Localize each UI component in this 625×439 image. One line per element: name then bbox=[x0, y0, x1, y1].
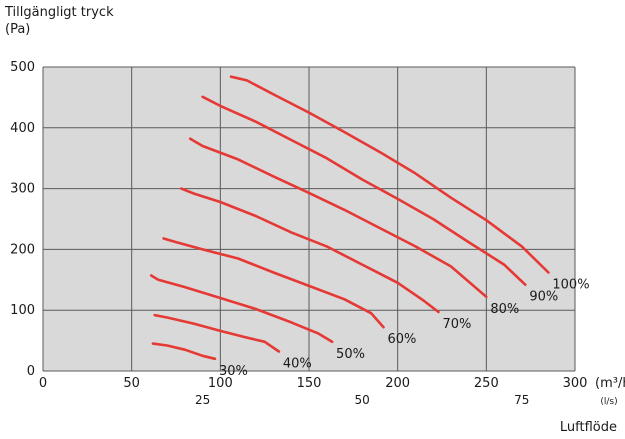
x-tick-label: 50 bbox=[123, 376, 140, 391]
y-tick-label: 0 bbox=[27, 364, 35, 379]
x-tick-label: 200 bbox=[385, 376, 410, 391]
series-label: 30% bbox=[219, 364, 248, 379]
series-line bbox=[229, 75, 550, 274]
series-line bbox=[153, 313, 281, 353]
series-label: 90% bbox=[529, 290, 558, 305]
series-label: 40% bbox=[283, 357, 312, 372]
series-label: 100% bbox=[552, 278, 589, 293]
series-line bbox=[162, 237, 385, 329]
series-label: 80% bbox=[490, 302, 519, 317]
x-unit-primary: (m³/h) bbox=[595, 376, 625, 391]
series-line bbox=[151, 342, 217, 361]
series-line bbox=[188, 137, 488, 299]
y-tick-label: 100 bbox=[10, 303, 35, 318]
y-axis-label-line1: Tillgängligt tryck bbox=[5, 5, 114, 20]
x-tick-label: 150 bbox=[297, 376, 322, 391]
series-label: 50% bbox=[336, 347, 365, 362]
series-line bbox=[201, 95, 527, 286]
series-label: 60% bbox=[387, 332, 416, 347]
series-line bbox=[149, 274, 334, 344]
series-label: 70% bbox=[442, 317, 471, 332]
x-secondary-tick-label: 75 bbox=[514, 393, 529, 407]
x-tick-label: 100 bbox=[208, 376, 233, 391]
x-tick-label: 0 bbox=[39, 376, 47, 391]
y-tick-label: 300 bbox=[10, 182, 35, 197]
x-tick-label: 250 bbox=[474, 376, 499, 391]
y-tick-label: 500 bbox=[10, 60, 35, 75]
x-tick-label: 300 bbox=[563, 376, 588, 391]
series-line bbox=[180, 187, 440, 314]
x-unit-secondary: (l/s) bbox=[600, 397, 617, 407]
x-secondary-tick-label: 25 bbox=[195, 393, 210, 407]
x-secondary-tick-label: 50 bbox=[355, 393, 370, 407]
x-axis-label: Luftflöde bbox=[559, 420, 617, 435]
y-tick-label: 200 bbox=[10, 242, 35, 257]
y-axis-label-line2: (Pa) bbox=[5, 22, 31, 37]
y-tick-label: 400 bbox=[10, 121, 35, 136]
